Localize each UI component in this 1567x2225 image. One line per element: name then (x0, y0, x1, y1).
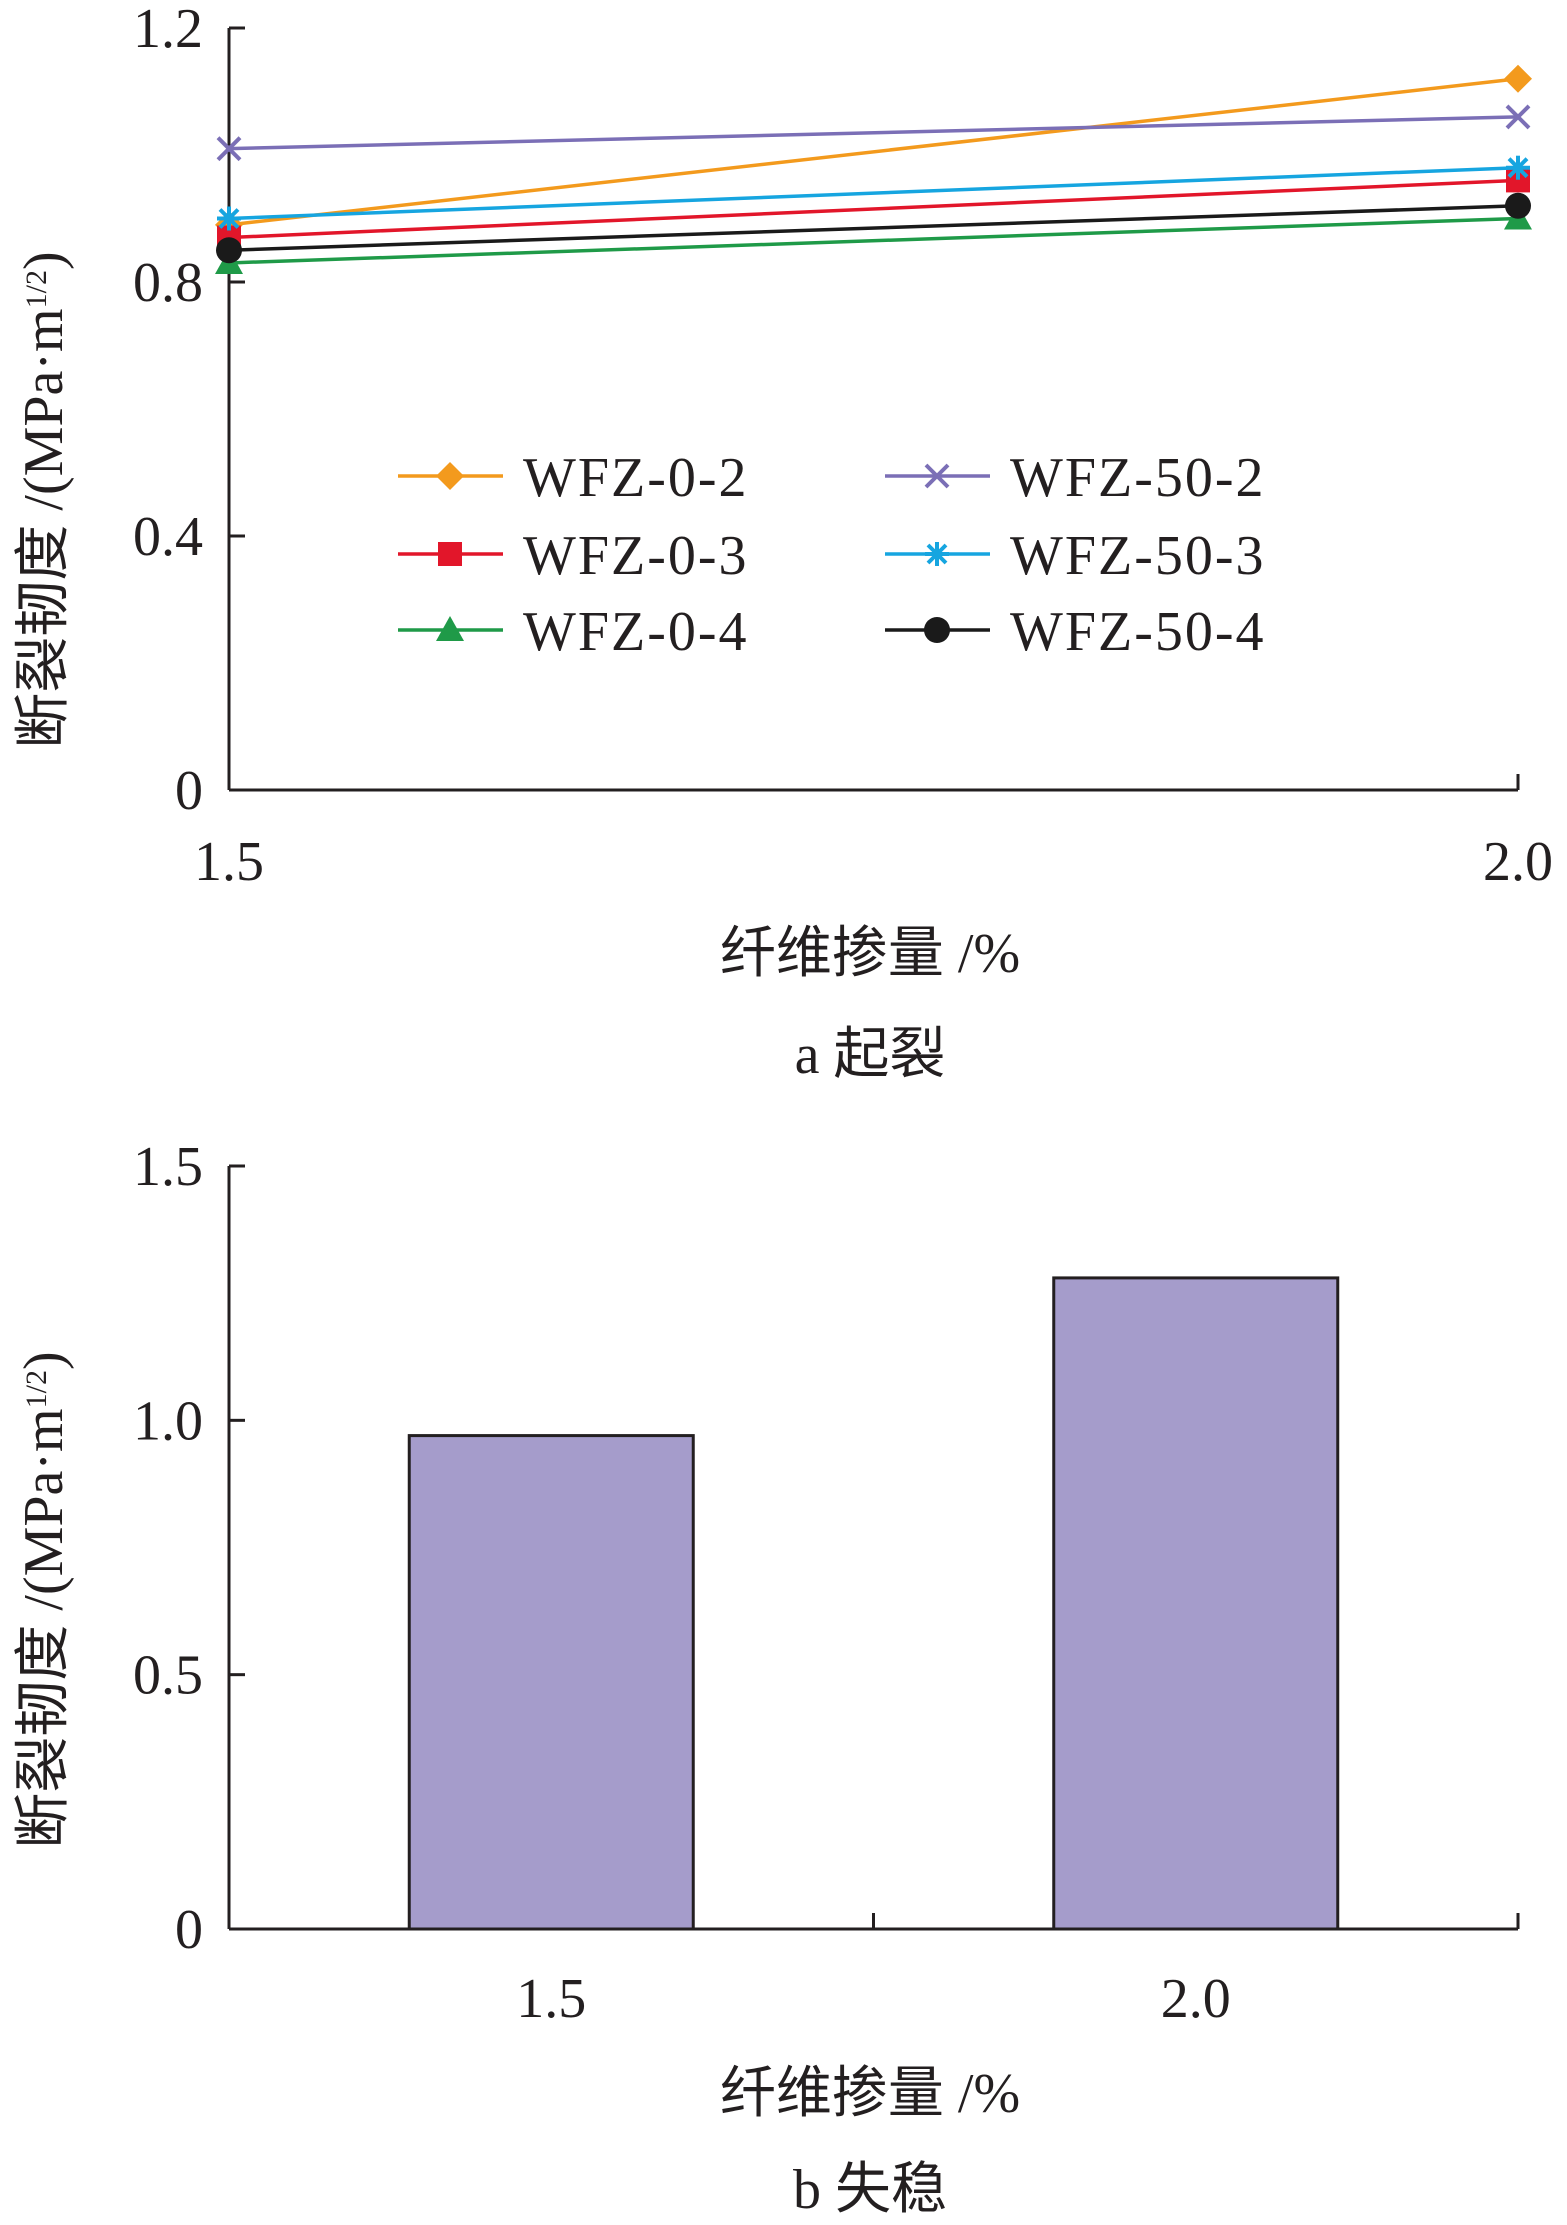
svg-text:断裂韧度 /(MPa·m1/2): 断裂韧度 /(MPa·m1/2) (13, 251, 75, 748)
chart-a-series (215, 64, 1532, 274)
chart-a-series-line (228, 115, 1519, 151)
chart-b-y-axis-title-main: 断裂韧度 /(MPa·m (13, 1408, 75, 1848)
chart-a-line-chart: 断裂韧度 /(MPa·m1/2) 0 0.4 0.8 1.2 1.5 2.0 WFZ-0… (13, 0, 1553, 1086)
chart-a-x-tick-labels: 1.5 2.0 (194, 831, 1553, 893)
legend-item: WFZ-50-2 (885, 447, 1266, 509)
chart-b-y-tick-label: 0.5 (133, 1645, 203, 1707)
chart-a-y-axis-title: 断裂韧度 /(MPa·m1/2) (13, 251, 75, 748)
chart-a-y-axis-unit-close: ) (13, 251, 75, 270)
legend-label: WFZ-0-3 (523, 525, 749, 587)
chart-a-y-tick-label: 0.8 (133, 252, 203, 314)
chart-a-series-wfz-50-3 (217, 155, 1530, 231)
chart-a-series-wfz-50-2 (216, 104, 1531, 162)
legend-label: WFZ-50-4 (1010, 601, 1266, 663)
chart-a-data-point (1505, 104, 1531, 130)
chart-a-data-point (216, 237, 242, 264)
chart-b-bar-chart: 断裂韧度 /(MPa·m1/2) 0 0.5 1.0 1.5 1.5 2.0 纤维掺量 … (13, 1136, 1520, 2221)
legend-marker-stroke-4 (926, 543, 948, 565)
legend-marker (925, 542, 949, 566)
legend-marker (436, 462, 464, 490)
chart-b-x-tick-label: 1.5 (516, 1968, 586, 2030)
legend-item: WFZ-0-3 (398, 525, 749, 587)
legend-label: WFZ-0-4 (523, 601, 749, 663)
chart-a-series-line (228, 178, 1519, 240)
chart-b-y-axis-unit-sup: 1/2 (20, 1370, 53, 1408)
chart-a-y-tick-label: 1.2 (133, 0, 203, 60)
chart-b-bar (1052, 1276, 1340, 1931)
chart-a-data-point (1505, 192, 1531, 219)
chart-b-y-tick-labels: 0 0.5 1.0 1.5 (133, 1136, 203, 1961)
legend-marker (438, 542, 462, 566)
chart-a-legend: WFZ-0-2 WFZ-50-2 WFZ-0-3 WFZ-50-3 WFZ-0-4 WFZ… (398, 447, 1266, 663)
chart-a-data-point-stroke-4 (1507, 157, 1529, 179)
chart-a-data-point (216, 136, 242, 162)
chart-a-y-axis-unit-sup: 1/2 (20, 270, 53, 308)
chart-a-series-line (228, 216, 1519, 265)
chart-a-data-point-stroke-2 (216, 136, 242, 162)
chart-b-x-tick-label: 2.0 (1161, 1968, 1231, 2030)
chart-b-caption: b 失稳 (793, 2159, 947, 2221)
legend-item: WFZ-50-4 (885, 601, 1266, 663)
chart-a-data-point (1506, 155, 1530, 180)
chart-a-x-tick-label: 2.0 (1483, 831, 1553, 893)
chart-b-axes (227, 1164, 1520, 1931)
chart-a-series-wfz-0-3 (217, 168, 1530, 250)
chart-b-x-axis-title: 纤维掺量 /% (720, 2063, 1020, 2125)
svg-text:断裂韧度 /(MPa·m1/2): 断裂韧度 /(MPa·m1/2) (13, 1351, 75, 1848)
legend-label: WFZ-50-2 (1010, 447, 1266, 509)
legend-marker-stroke-2 (924, 463, 950, 489)
chart-a-series-line (228, 204, 1519, 252)
legend-marker (436, 616, 464, 641)
chart-a-data-point-stroke-4 (218, 208, 240, 229)
chart-a-y-tick-labels: 0 0.4 0.8 1.2 (133, 0, 203, 822)
legend-marker (924, 617, 950, 643)
chart-a-series-wfz-50-4 (216, 192, 1531, 264)
chart-a-data-point (1504, 64, 1532, 93)
chart-b-y-tick-label: 0 (175, 1899, 203, 1961)
chart-b-y-tick-label: 1.0 (133, 1390, 203, 1452)
chart-a-data-point (217, 206, 241, 231)
chart-a-y-tick-label: 0.4 (133, 506, 203, 568)
chart-b-x-tick-labels: 1.5 2.0 (516, 1968, 1231, 2030)
legend-label: WFZ-50-3 (1010, 525, 1266, 587)
chart-a-x-tick-label: 1.5 (194, 831, 264, 893)
chart-a-data-point-stroke-2 (1505, 104, 1531, 130)
chart-b-bar (407, 1434, 695, 1931)
legend-item: WFZ-50-3 (885, 525, 1266, 587)
legend-item: WFZ-0-2 (398, 447, 749, 509)
chart-a-y-tick-label: 0 (175, 760, 203, 822)
chart-a-series-line (228, 77, 1519, 227)
chart-b-y-axis-title: 断裂韧度 /(MPa·m1/2) (13, 1351, 75, 1848)
chart-b-bars (407, 1276, 1340, 1931)
legend-item: WFZ-0-4 (398, 601, 749, 663)
chart-a-axes (227, 26, 1520, 792)
chart-b-y-axis-unit-close: ) (13, 1351, 75, 1370)
chart-a-series-line (228, 165, 1519, 221)
legend-label: WFZ-0-2 (523, 447, 749, 509)
chart-a-y-axis-title-main: 断裂韧度 /(MPa·m (13, 308, 75, 748)
chart-a-x-axis-title: 纤维掺量 /% (720, 923, 1020, 985)
chart-a-series-wfz-0-4 (215, 204, 1532, 274)
chart-b-y-tick-label: 1.5 (133, 1136, 203, 1198)
legend-marker (924, 463, 950, 489)
chart-a-caption: a 起裂 (795, 1024, 946, 1086)
